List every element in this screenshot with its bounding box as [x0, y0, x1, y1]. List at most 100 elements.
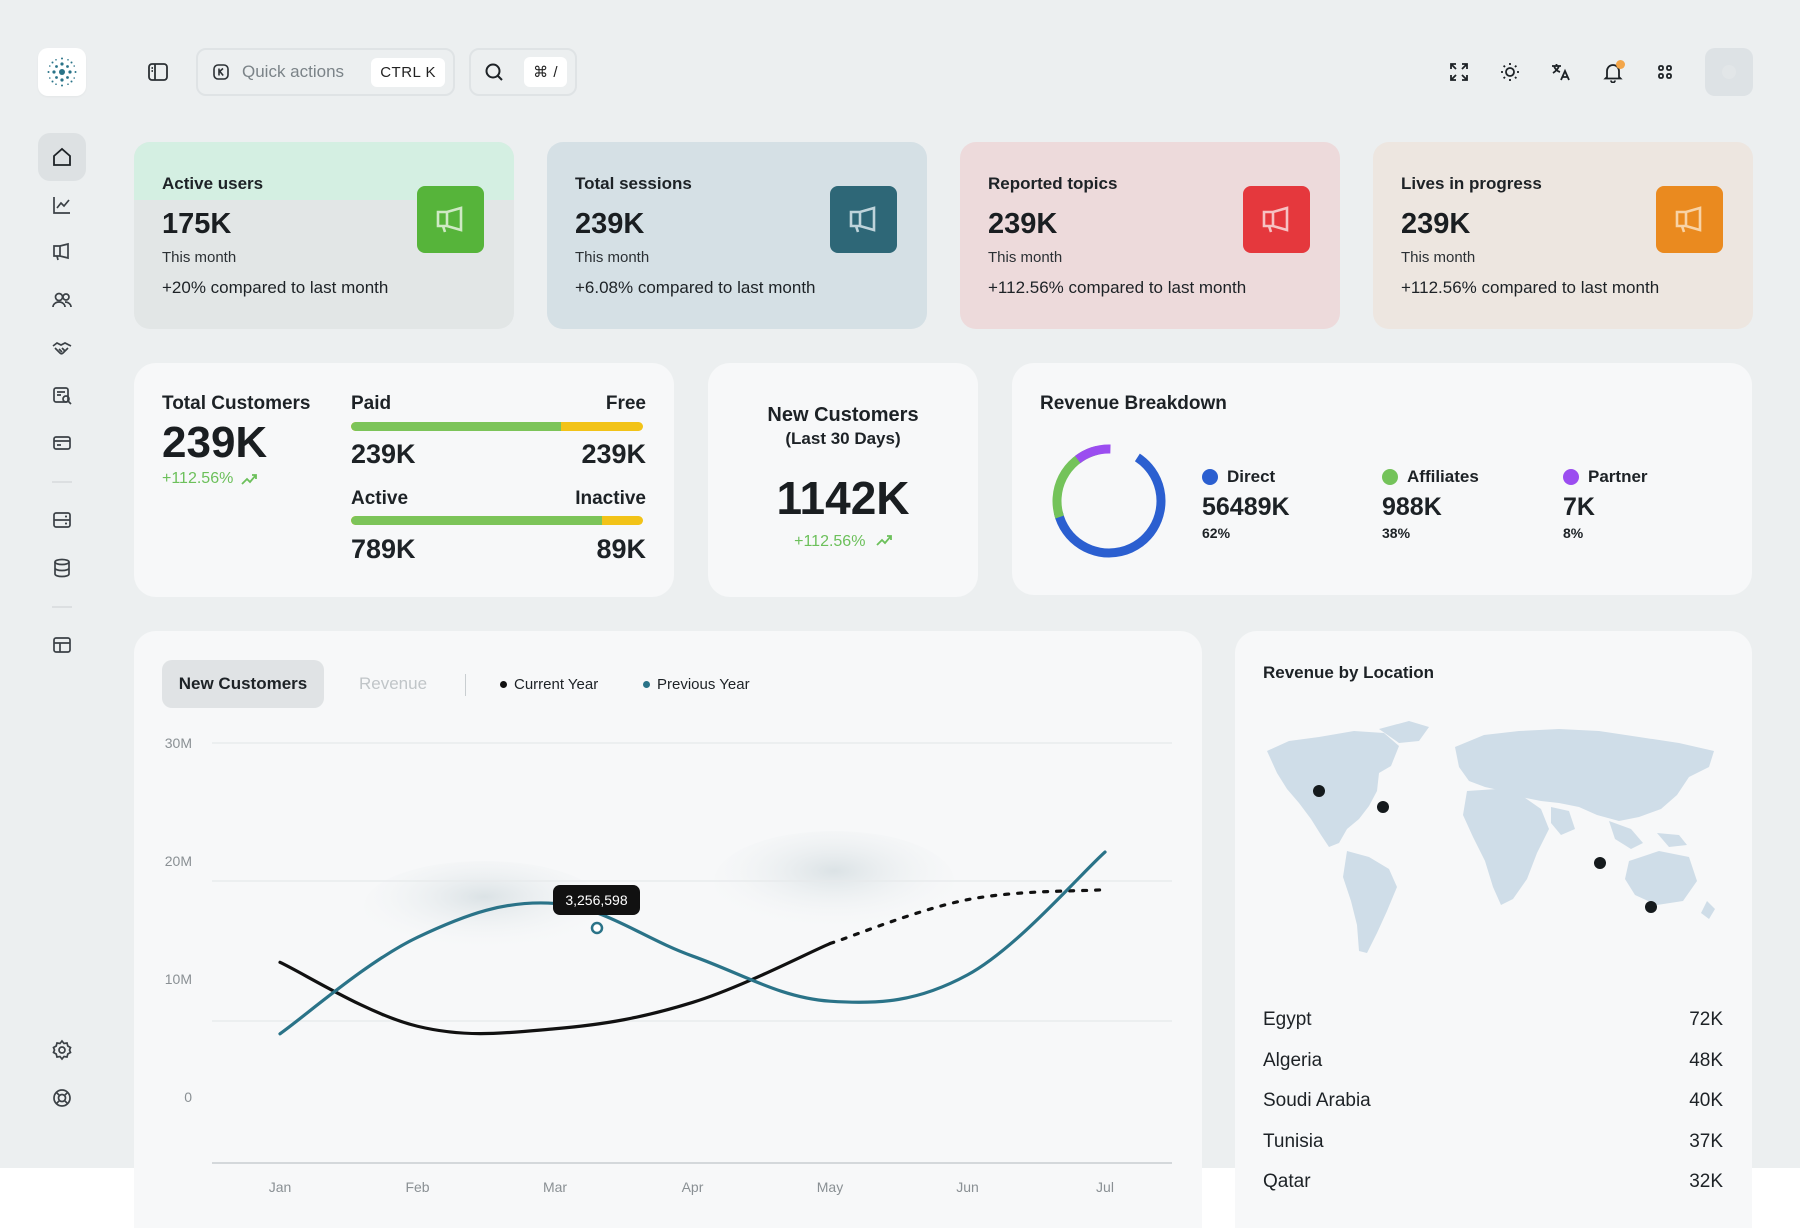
card-title: Total Customers: [162, 393, 311, 414]
logo-icon: [47, 57, 77, 87]
location-value: 48K: [1689, 1049, 1723, 1071]
paid-label: Paid: [351, 393, 392, 414]
sidebar-item-settings[interactable]: [38, 1026, 86, 1074]
x-tick-label: Feb: [405, 1179, 430, 1195]
map-marker[interactable]: [1377, 801, 1389, 813]
new-customers-value: 1142K: [776, 472, 910, 524]
stat-card-total-sessions[interactable]: Total sessions 239K This month +6.08% co…: [547, 142, 927, 329]
map-marker[interactable]: [1313, 785, 1325, 797]
inactive-label: Inactive: [575, 488, 646, 509]
paid-value: 239K: [351, 439, 416, 469]
sidebar-item-analytics[interactable]: [38, 181, 86, 229]
app-logo[interactable]: [38, 48, 86, 96]
sidebar-item-database[interactable]: [38, 544, 86, 592]
sidebar-item-home[interactable]: [38, 133, 86, 181]
growth-indicator: +112.56%: [162, 470, 258, 488]
growth-value: +112.56%: [162, 470, 234, 487]
location-country: Soudi Arabia: [1263, 1090, 1371, 1111]
sidebar-item-billing[interactable]: [38, 419, 86, 467]
growth-indicator: +112.56%: [708, 533, 978, 551]
active-inactive-bar: [351, 516, 643, 525]
chart-tooltip: 3,256,598: [553, 885, 640, 915]
card-title: Revenue by Location: [1263, 663, 1434, 682]
theme-toggle-button[interactable]: [1494, 56, 1526, 88]
search-button[interactable]: ⌘ /: [469, 48, 577, 96]
user-avatar[interactable]: [1705, 48, 1753, 96]
sidebar-item-storage[interactable]: [38, 496, 86, 544]
sidebar-item-layout[interactable]: [38, 621, 86, 669]
sidebar-item-campaigns[interactable]: [38, 228, 86, 276]
location-value: 72K: [1689, 1009, 1723, 1030]
location-country: Tunisia: [1263, 1130, 1324, 1152]
apps-grid-icon: [1658, 65, 1672, 79]
card-title: New Customers: [767, 404, 919, 426]
location-row[interactable]: Egypt 72K: [1263, 1009, 1723, 1031]
map-marker[interactable]: [1594, 857, 1606, 869]
x-tick-label: May: [816, 1179, 844, 1195]
tab-divider: [465, 674, 466, 696]
location-row[interactable]: Qatar 32K: [1263, 1171, 1723, 1193]
stat-card-active-users[interactable]: Active users 175K This month +20% compar…: [134, 142, 514, 329]
x-tick-label: Mar: [542, 1179, 568, 1195]
location-country: Algeria: [1263, 1049, 1323, 1071]
database-icon: [54, 558, 70, 578]
tab-new-customers[interactable]: New Customers: [162, 660, 324, 708]
search-icon: [485, 63, 503, 81]
location-row[interactable]: Algeria 48K: [1263, 1050, 1723, 1072]
stat-card-reported-topics[interactable]: Reported topics 239K This month +112.56%…: [960, 142, 1340, 329]
legend-previous-year[interactable]: Previous Year: [643, 676, 750, 693]
revenue-item-direct: Direct 56489K 62%: [1202, 467, 1290, 541]
language-button[interactable]: [1545, 56, 1577, 88]
revenue-item-value: 56489K: [1202, 493, 1290, 521]
map-landmass: [1267, 721, 1715, 953]
gear-icon: [52, 1039, 72, 1061]
location-row[interactable]: Soudi Arabia 40K: [1263, 1090, 1723, 1112]
revenue-item-label: Affiliates: [1407, 467, 1479, 486]
x-tick-label: Jun: [956, 1179, 979, 1195]
quick-actions-label: Quick actions: [242, 62, 345, 81]
sidebar-item-reports[interactable]: [38, 371, 86, 419]
handshake-icon: [52, 342, 72, 355]
sidebar-item-help[interactable]: [38, 1074, 86, 1122]
sidebar-toggle-button[interactable]: [142, 56, 174, 88]
active-label: Active: [351, 488, 409, 509]
sidebar-item-users[interactable]: [38, 276, 86, 324]
stat-title: Lives in progress: [1401, 174, 1542, 193]
location-row[interactable]: Tunisia 37K: [1263, 1131, 1723, 1153]
revenue-item-partner: Partner 7K 8%: [1563, 467, 1648, 541]
stat-card-lives-in-progress[interactable]: Lives in progress 239K This month +112.5…: [1373, 142, 1753, 329]
fullscreen-icon: [1450, 63, 1468, 81]
map-marker[interactable]: [1645, 901, 1657, 913]
stat-period: This month: [988, 249, 1063, 266]
donut-segment-affiliates: [1052, 444, 1166, 558]
apps-button[interactable]: [1649, 56, 1681, 88]
search-shortcut: ⌘ /: [524, 57, 567, 87]
legend-current-year[interactable]: Current Year: [500, 676, 598, 693]
stat-icon-badge: [1656, 186, 1723, 253]
notification-badge: [1616, 60, 1625, 69]
megaphone-icon: [53, 242, 69, 261]
location-value: 40K: [1689, 1090, 1723, 1111]
quick-actions-button[interactable]: Quick actions CTRL K: [196, 48, 455, 96]
card-title: Revenue Breakdown: [1040, 393, 1227, 414]
revenue-item-percent: 62%: [1202, 525, 1231, 541]
x-tick-label: Apr: [681, 1179, 704, 1195]
server-icon: [53, 512, 71, 528]
layout-icon: [53, 637, 71, 653]
revenue-item-value: 7K: [1563, 493, 1595, 521]
megaphone-icon: [1262, 205, 1288, 232]
chart-highlight-shade: [364, 861, 604, 951]
x-tick-label: Jan: [268, 1179, 292, 1195]
tab-revenue[interactable]: Revenue: [359, 674, 428, 693]
chart-hover-point[interactable]: [590, 921, 604, 935]
notifications-button[interactable]: [1597, 56, 1629, 88]
y-tick-label: 20M: [164, 853, 192, 869]
paid-bar-fill: [351, 422, 562, 431]
legend-label: Current Year: [514, 676, 599, 693]
stat-comparison: +112.56% compared to last month: [988, 278, 1247, 297]
active-value: 789K: [351, 534, 416, 564]
map-markers: [1313, 785, 1657, 913]
fullscreen-button[interactable]: [1443, 56, 1475, 88]
sidebar-item-partners[interactable]: [38, 324, 86, 372]
translate-icon: [1552, 64, 1570, 81]
